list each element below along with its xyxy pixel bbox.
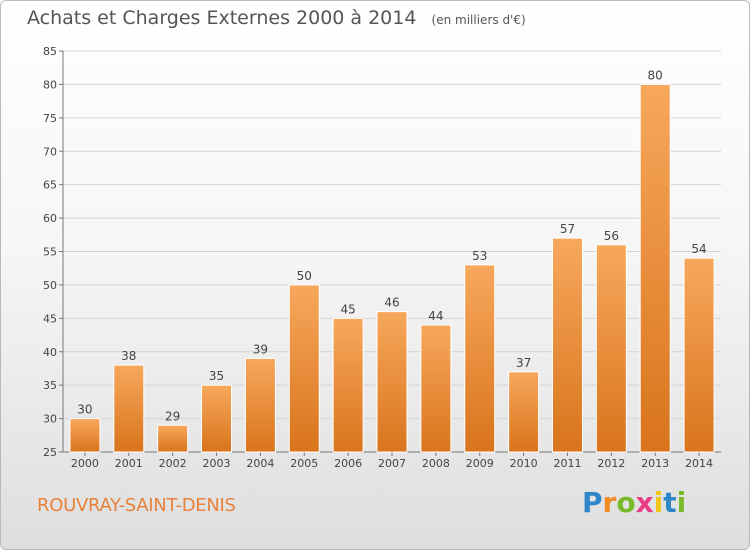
bar <box>639 83 671 453</box>
bar <box>157 424 189 453</box>
logo-letter: i <box>653 486 664 519</box>
logo-letter: i <box>676 486 687 519</box>
data-label: 56 <box>604 229 619 243</box>
x-tick-label: 2014 <box>685 457 713 470</box>
y-tick-label: 75 <box>43 112 57 125</box>
data-label: 39 <box>253 342 268 356</box>
x-tick-label: 2003 <box>203 457 231 470</box>
y-tick-label: 60 <box>43 212 57 225</box>
unit-text: (en milliers d'€) <box>431 13 526 27</box>
y-tick-label: 45 <box>43 312 57 325</box>
y-tick-label: 85 <box>43 45 57 58</box>
tick-labels: 25 30 35 40 45 50 55 60 65 70 75 80 85 2000 2001 2002 20… <box>43 45 713 470</box>
title-text: Achats et Charges Externes 2000 à 2014 <box>27 7 417 29</box>
x-tick-label: 2002 <box>159 457 187 470</box>
bar <box>332 317 364 453</box>
data-label: 30 <box>77 403 92 417</box>
bar <box>201 384 233 453</box>
bar <box>244 357 276 453</box>
data-labels: 30 38 29 35 39 50 45 46 44 53 37 57 56 80 54 <box>77 68 706 423</box>
bar <box>420 324 452 453</box>
logo-letter: t <box>663 486 677 519</box>
x-tick-label: 2012 <box>597 457 625 470</box>
y-tick-label: 35 <box>43 379 57 392</box>
bar <box>683 257 715 453</box>
bar <box>376 311 408 453</box>
bar <box>113 364 145 453</box>
data-label: 46 <box>384 296 399 310</box>
x-tick-label: 2004 <box>246 457 274 470</box>
y-tick-label: 50 <box>43 279 57 292</box>
data-label: 45 <box>340 302 355 316</box>
data-label: 54 <box>691 242 706 256</box>
logo-letter: o <box>616 486 636 519</box>
bar <box>595 244 627 453</box>
commune-name: ROUVRAY-SAINT-DENIS <box>37 495 236 516</box>
data-label: 37 <box>516 356 531 370</box>
y-tick-label: 40 <box>43 346 57 359</box>
y-tick-label: 65 <box>43 179 57 192</box>
proxiti-logo[interactable]: Proxiti <box>582 486 686 519</box>
data-label: 53 <box>472 249 487 263</box>
x-tick-label: 2008 <box>422 457 450 470</box>
bar <box>69 418 101 453</box>
bar <box>508 371 540 453</box>
bar <box>551 237 583 453</box>
x-tick-label: 2006 <box>334 457 362 470</box>
data-label: 38 <box>121 349 136 363</box>
x-tick-label: 2009 <box>466 457 494 470</box>
x-tick-label: 2011 <box>553 457 581 470</box>
bar <box>464 264 496 453</box>
x-tick-label: 2005 <box>290 457 318 470</box>
y-tick-label: 70 <box>43 145 57 158</box>
logo-letter: x <box>635 486 654 519</box>
x-tick-label: 2000 <box>71 457 99 470</box>
y-tick-label: 80 <box>43 78 57 91</box>
x-tick-label: 2010 <box>510 457 538 470</box>
x-tick-label: 2013 <box>641 457 669 470</box>
bars <box>69 83 715 453</box>
bar <box>288 284 320 453</box>
data-label: 35 <box>209 369 224 383</box>
y-tick-label: 55 <box>43 246 57 259</box>
data-label: 50 <box>297 269 312 283</box>
x-tick-label: 2001 <box>115 457 143 470</box>
chart-title: Achats et Charges Externes 2000 à 2014 (… <box>27 7 526 29</box>
data-label: 80 <box>648 68 663 82</box>
data-label: 57 <box>560 222 575 236</box>
x-tick-label: 2007 <box>378 457 406 470</box>
logo-letter: P <box>582 486 603 519</box>
y-tick-label: 30 <box>43 413 57 426</box>
data-label: 29 <box>165 409 180 423</box>
y-tick-label: 25 <box>43 446 57 459</box>
logo-letter: r <box>602 486 617 519</box>
data-label: 44 <box>428 309 443 323</box>
